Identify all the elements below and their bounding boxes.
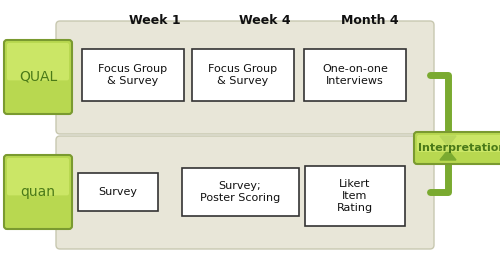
Text: Focus Group
& Survey: Focus Group & Survey bbox=[98, 64, 168, 86]
FancyBboxPatch shape bbox=[414, 132, 500, 164]
FancyBboxPatch shape bbox=[192, 49, 294, 101]
Polygon shape bbox=[440, 136, 456, 146]
FancyBboxPatch shape bbox=[7, 43, 69, 80]
FancyBboxPatch shape bbox=[56, 136, 434, 249]
Text: One-on-one
Interviews: One-on-one Interviews bbox=[322, 64, 388, 86]
FancyBboxPatch shape bbox=[304, 49, 406, 101]
FancyBboxPatch shape bbox=[82, 49, 184, 101]
Text: Survey: Survey bbox=[98, 187, 138, 197]
Text: Month 4: Month 4 bbox=[341, 14, 399, 27]
Text: QUAL: QUAL bbox=[19, 70, 57, 84]
Text: Likert
Item
Rating: Likert Item Rating bbox=[337, 179, 373, 213]
FancyBboxPatch shape bbox=[4, 40, 72, 114]
Text: Week 1: Week 1 bbox=[129, 14, 181, 27]
Text: Week 4: Week 4 bbox=[239, 14, 291, 27]
Text: quan: quan bbox=[20, 185, 56, 199]
Text: Interpretation: Interpretation bbox=[418, 143, 500, 153]
FancyBboxPatch shape bbox=[182, 168, 298, 216]
FancyBboxPatch shape bbox=[305, 166, 405, 226]
FancyBboxPatch shape bbox=[7, 158, 69, 195]
Text: Survey;
Poster Scoring: Survey; Poster Scoring bbox=[200, 181, 280, 203]
FancyBboxPatch shape bbox=[417, 135, 500, 152]
Polygon shape bbox=[440, 150, 456, 160]
FancyBboxPatch shape bbox=[78, 173, 158, 211]
FancyBboxPatch shape bbox=[4, 155, 72, 229]
Text: Focus Group
& Survey: Focus Group & Survey bbox=[208, 64, 278, 86]
FancyBboxPatch shape bbox=[56, 21, 434, 134]
